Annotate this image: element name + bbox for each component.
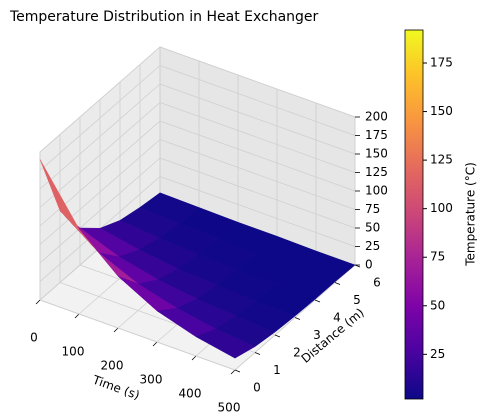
z-tick-label: 50 xyxy=(365,221,380,235)
colorbar-tick-label: 175 xyxy=(430,56,453,70)
surface-patch xyxy=(195,328,256,359)
colorbar-label: Temperature (°C) xyxy=(464,162,478,267)
grid-line xyxy=(39,139,161,245)
tick-mark xyxy=(74,313,80,319)
grid-line xyxy=(159,83,356,155)
colorbar-tick-label: 75 xyxy=(430,250,445,264)
grid-line xyxy=(39,46,161,153)
x-axis-label: Time (s) xyxy=(90,372,142,402)
y-tick-label: 5 xyxy=(353,293,361,307)
z-tick-label: 75 xyxy=(365,202,380,216)
grid-line xyxy=(159,139,356,210)
tick-mark xyxy=(191,355,197,361)
colorbar-tick-label: 25 xyxy=(430,347,445,361)
z-tick-label: 125 xyxy=(365,165,388,179)
z-tick-label: 25 xyxy=(365,239,380,253)
x-tick-label: 100 xyxy=(62,345,85,359)
x-tick-label: 500 xyxy=(218,401,241,415)
colorbar-tick-label: 125 xyxy=(430,153,453,167)
y-tick-label: 3 xyxy=(313,328,321,342)
tick-mark xyxy=(234,369,241,373)
tick-mark xyxy=(254,352,261,355)
x-tick-label: 200 xyxy=(101,359,124,373)
grid-line xyxy=(159,157,356,229)
tick-mark xyxy=(294,317,301,320)
y-tick-label: 6 xyxy=(373,276,381,290)
grid-line xyxy=(39,83,161,190)
colorbar-tick-label: 50 xyxy=(430,298,445,312)
x-tick-label: 0 xyxy=(30,331,38,345)
tick-mark xyxy=(274,334,281,338)
grid-line xyxy=(39,157,161,264)
grid-line xyxy=(39,65,161,171)
grid-line xyxy=(159,120,356,192)
colorbar-tick-label: 100 xyxy=(430,201,453,215)
colorbar-tick-label: 150 xyxy=(430,104,453,118)
y-tick-label: 1 xyxy=(273,363,281,377)
y-tick-label: 4 xyxy=(333,311,341,325)
y-tick-label: 0 xyxy=(253,381,261,395)
x-tick-label: 400 xyxy=(179,387,202,401)
colorbar xyxy=(404,29,424,400)
z-tick-label: 100 xyxy=(365,184,388,198)
grid-line xyxy=(159,176,356,247)
grid-line xyxy=(159,102,356,173)
tick-mark xyxy=(230,369,236,375)
tick-mark xyxy=(314,299,321,303)
chart-title: Temperature Distribution in Heat Exchang… xyxy=(9,9,319,25)
y-tick-label: 2 xyxy=(293,346,301,360)
z-tick-label: 0 xyxy=(365,258,373,272)
z-tick-label: 200 xyxy=(365,110,388,124)
grid-line xyxy=(39,299,236,371)
tick-mark xyxy=(35,299,41,305)
tick-mark xyxy=(152,341,158,347)
z-tick-label: 175 xyxy=(365,128,388,142)
tick-mark xyxy=(113,327,119,333)
grid-line xyxy=(159,46,356,118)
grid-line xyxy=(159,65,356,136)
z-tick-label: 150 xyxy=(365,147,388,161)
x-tick-label: 300 xyxy=(140,373,163,387)
grid-line xyxy=(39,102,161,208)
tick-mark xyxy=(334,282,341,285)
